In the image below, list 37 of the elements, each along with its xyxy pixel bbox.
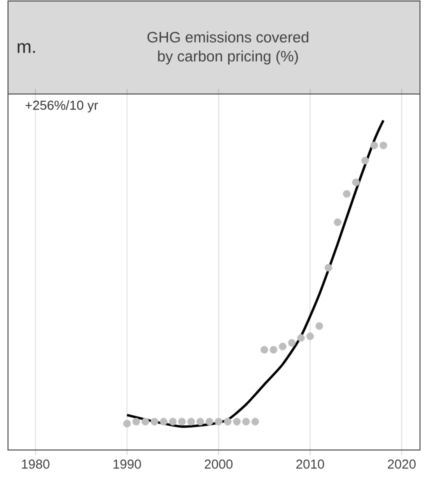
point	[150, 418, 158, 426]
x-tick-label: 2010	[296, 460, 324, 469]
point	[334, 218, 342, 226]
point	[297, 334, 305, 342]
point	[123, 420, 131, 428]
point	[352, 178, 360, 186]
x-tick-label: 1990	[114, 460, 141, 469]
point	[324, 264, 332, 272]
point	[242, 418, 250, 426]
x-tick-label: 2000	[204, 460, 233, 469]
x-tick-label: 1980	[22, 460, 50, 469]
x-tick-label: 2020	[388, 460, 416, 469]
point	[169, 418, 177, 426]
point	[233, 418, 241, 426]
point	[132, 418, 140, 426]
point	[278, 342, 286, 350]
point	[142, 418, 150, 426]
text: +256%/10 yr	[26, 100, 98, 112]
point	[288, 339, 296, 347]
point	[361, 156, 369, 164]
point	[214, 418, 222, 426]
point	[160, 418, 168, 426]
point	[260, 346, 268, 354]
point	[315, 322, 324, 330]
chart-title: GHG emissions covered by carbon pricing (%)	[147, 32, 308, 64]
point	[206, 418, 214, 426]
point	[380, 142, 388, 150]
point	[251, 418, 259, 426]
point	[224, 418, 232, 426]
text: m.	[18, 43, 35, 53]
point	[342, 190, 351, 198]
point	[370, 142, 378, 150]
point	[270, 346, 278, 354]
point	[187, 418, 195, 426]
point	[196, 418, 204, 426]
point	[306, 332, 314, 340]
point	[178, 418, 186, 426]
